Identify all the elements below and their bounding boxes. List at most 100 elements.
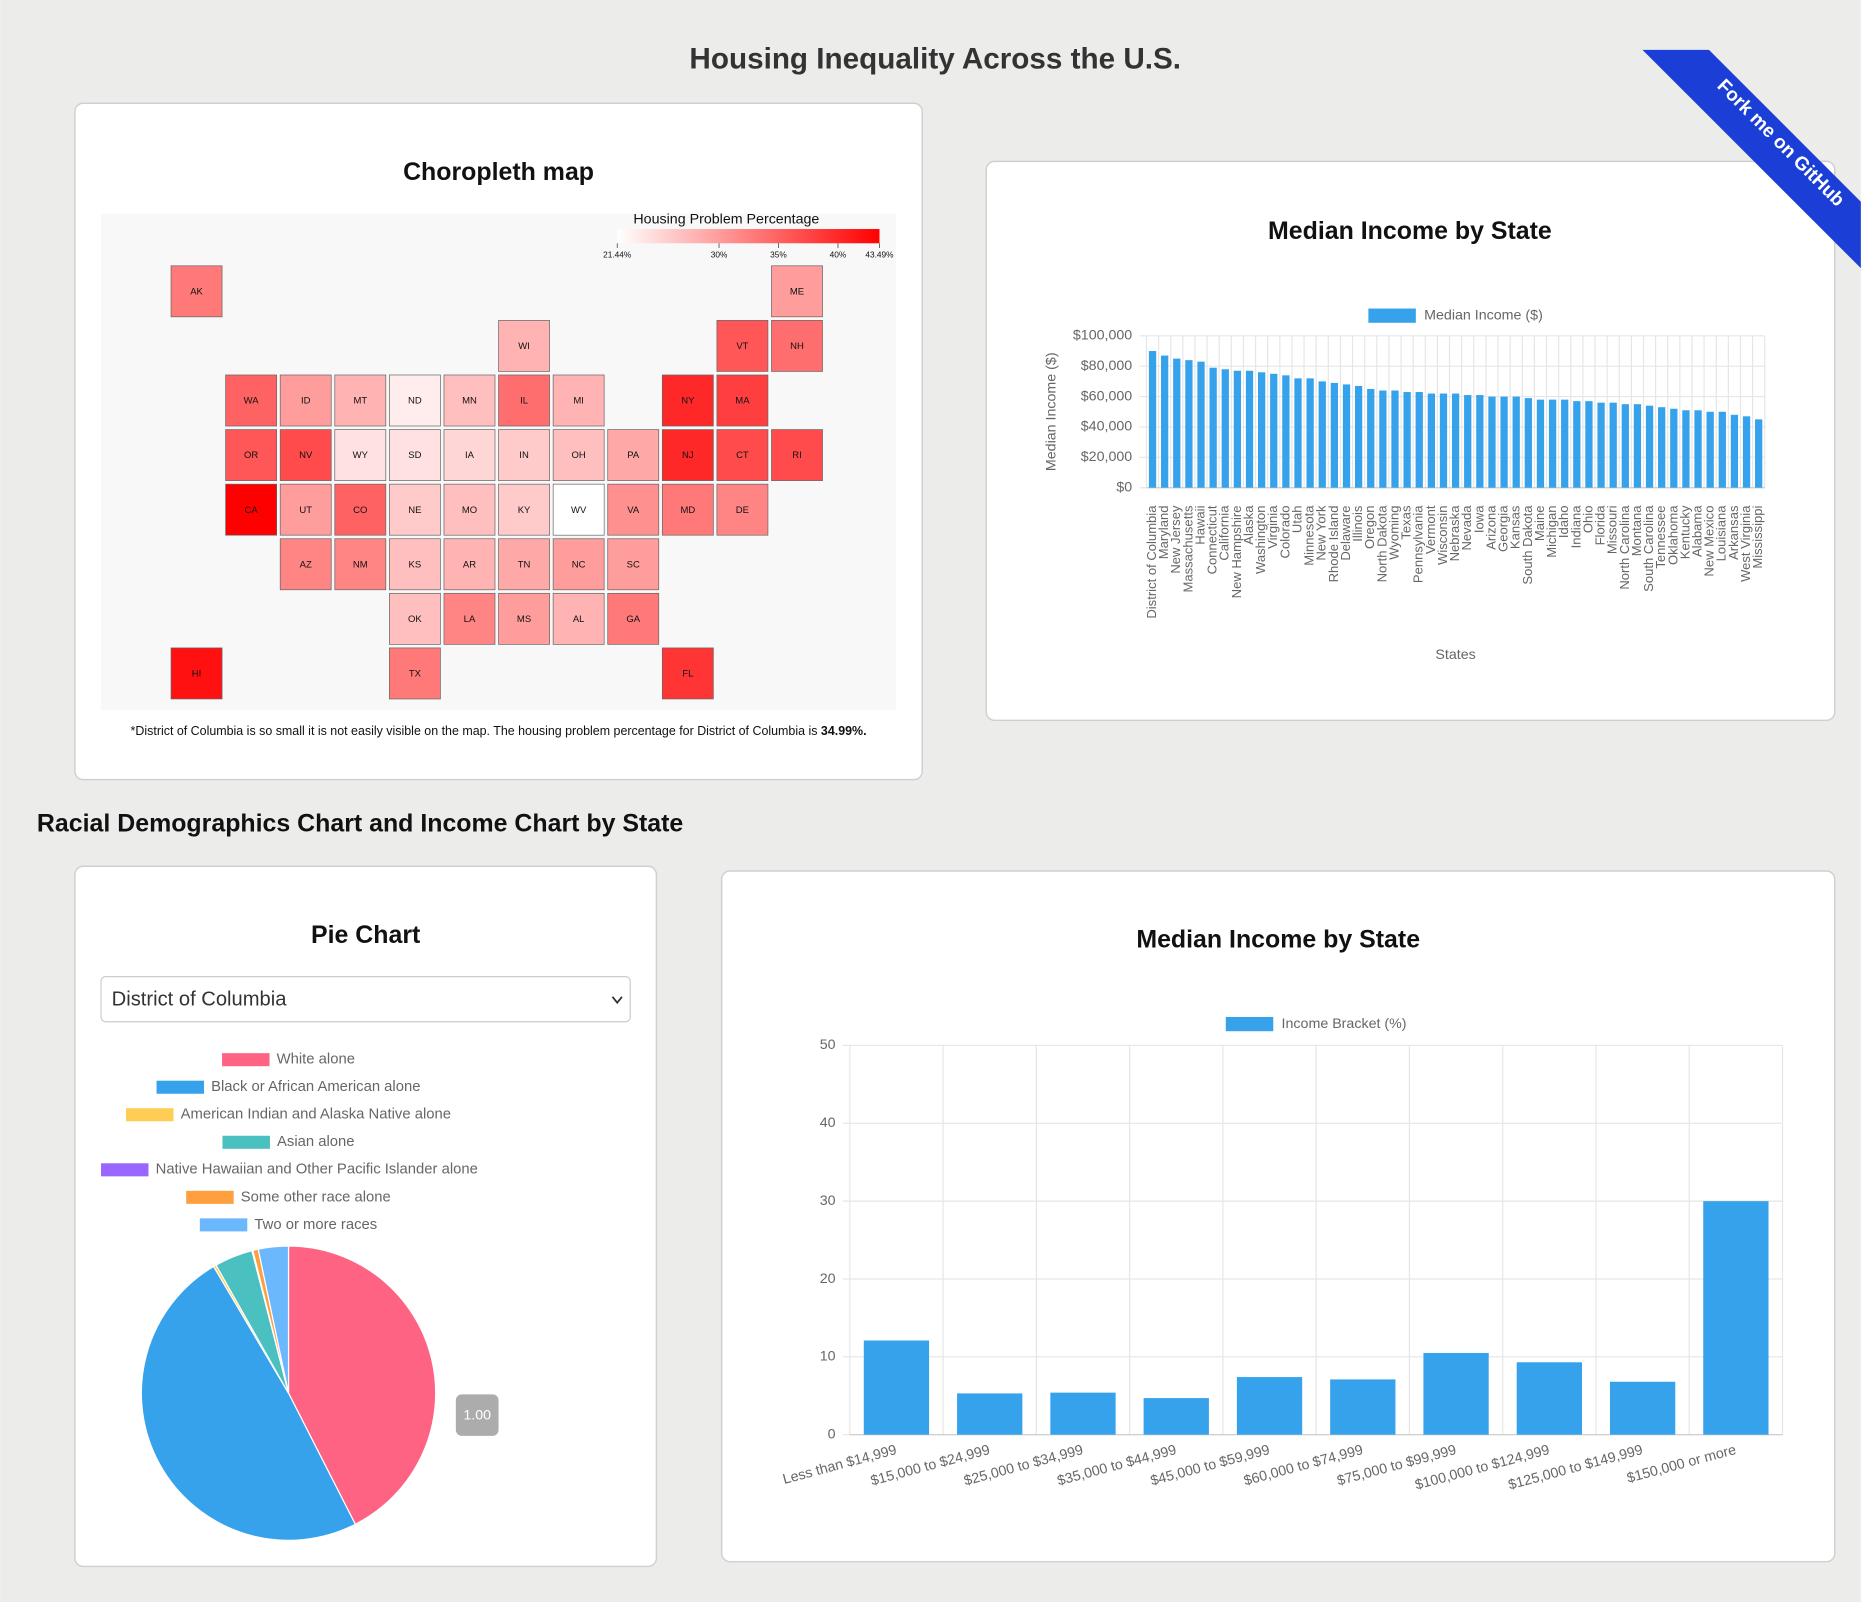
x-tick-label: Pennsylvania [1411,505,1426,583]
state [716,374,769,427]
state-label: ID [301,396,311,407]
legend-label: Median Income ($) [1424,307,1543,323]
state [389,429,441,481]
bar [1561,399,1569,488]
x-tick-label: New York [1314,505,1329,561]
ribbon-band[interactable] [1642,49,1861,269]
bar [1476,395,1484,488]
state-label: HI [192,669,202,680]
bar [1282,375,1290,488]
legend-label: Some other race alone [241,1189,391,1205]
state [170,647,223,700]
bar [1703,1201,1769,1435]
state [443,538,496,591]
x-tick-label: Texas [1399,505,1414,540]
x-tick-label: Hawaii [1192,505,1207,544]
state [443,592,496,645]
state-label: WV [571,505,587,516]
bar [1621,404,1629,488]
x-tick-label: New Hampshire [1229,506,1244,599]
state-label: NV [299,450,313,461]
legend-label: Income Bracket (%) [1282,1016,1407,1032]
state [771,265,823,318]
x-tick-label: Minnesota [1302,505,1317,566]
bar [1148,351,1157,488]
legend-tick-label: 43.49% [865,249,894,259]
x-tick-label: Idaho [1556,506,1571,539]
state-label: LA [464,614,476,625]
legend-swatch [222,1053,270,1067]
bar [1245,370,1254,488]
state [334,374,387,427]
state [771,429,823,481]
state [389,483,441,536]
state [607,483,660,536]
state-label: CA [245,505,259,516]
legend-bar [617,229,880,244]
state [389,538,441,591]
x-tick-label: Montana [1629,505,1644,557]
legend-label: White alone [277,1052,355,1068]
page-title: Housing Inequality Across the U.S. [689,42,1181,75]
bar [1294,378,1302,488]
state [716,429,769,481]
state-label: PA [627,450,640,461]
chart-title: Median Income by State [1268,217,1552,245]
state [661,429,714,481]
state-label: WI [518,341,530,352]
state [607,592,660,645]
x-tick-label: Nebraska [1447,505,1462,562]
state [389,647,441,700]
bar [1161,355,1169,488]
y-tick-label: $100,000 [1073,328,1132,344]
legend-swatch [126,1108,174,1122]
state-label: WA [244,396,260,407]
x-tick-label: Alaska [1241,505,1256,545]
bar [1516,1362,1582,1435]
bar [1658,407,1666,488]
bar [1500,396,1508,488]
state-label: OK [408,614,422,625]
pie-slice [257,1245,290,1394]
state-select[interactable] [100,976,631,1023]
bar [1415,392,1423,488]
bar [1742,416,1751,488]
state-label: NJ [682,450,694,461]
state [170,265,223,318]
state-label: SD [408,450,421,461]
state [279,374,332,427]
x-tick-label: Ohio [1580,506,1595,534]
x-tick-label: Alabama [1690,505,1705,557]
x-tick-label: Nevada [1459,505,1474,551]
state [552,538,605,591]
bar [1548,399,1557,488]
bar [1423,1352,1489,1435]
legend-label: Native Hawaiian and Other Pacific Island… [156,1162,478,1178]
state [771,320,823,372]
legend-label: American Indian and Alaska Native alone [181,1107,451,1123]
state-label: OR [244,450,258,461]
bar [1609,1381,1676,1435]
legend-swatch [101,1163,149,1177]
state-label: NC [572,559,586,570]
y-tick-label: $80,000 [1081,358,1133,374]
y-tick-label: 40 [820,1115,836,1131]
x-tick-label: Tennessee [1653,506,1668,569]
state [552,429,605,481]
bar [1718,411,1726,488]
legend-swatch [156,1080,205,1094]
legend-swatch [222,1135,270,1149]
legend-title: Housing Problem Percentage [633,211,819,227]
x-tick-label: Washington [1253,506,1268,574]
bar [1488,396,1496,488]
bar [1197,361,1205,488]
bar [1236,1377,1303,1435]
state [552,483,605,536]
bar [1258,372,1266,488]
x-tick-label: Colorado [1277,506,1292,559]
legend-tick-label: 40% [830,249,847,259]
legend-label: Black or African American alone [211,1079,420,1095]
state [552,592,605,645]
bar [1354,385,1363,488]
